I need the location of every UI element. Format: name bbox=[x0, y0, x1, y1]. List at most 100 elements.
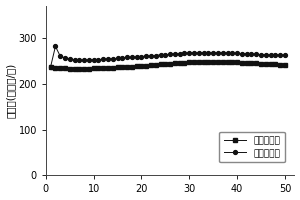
Legend: 放电比容量, 充电比容量: 放电比容量, 充电比容量 bbox=[219, 132, 285, 162]
充电比容量 bbox=[254, 53, 258, 55]
充电比容量 bbox=[226, 52, 229, 54]
放电比容量 bbox=[197, 61, 201, 64]
充电比容量 bbox=[264, 53, 268, 56]
充电比容量 bbox=[221, 52, 224, 54]
放电比容量 bbox=[82, 68, 86, 70]
充电比容量 bbox=[92, 59, 95, 61]
充电比容量 bbox=[259, 53, 263, 56]
充电比容量 bbox=[192, 52, 196, 54]
充电比容量 bbox=[130, 56, 134, 59]
充电比容量 bbox=[216, 52, 220, 54]
充电比容量 bbox=[173, 53, 177, 55]
充电比容量 bbox=[63, 57, 67, 59]
放电比容量 bbox=[145, 64, 148, 67]
充电比容量 bbox=[245, 53, 248, 55]
放电比容量 bbox=[183, 62, 186, 64]
充电比容量 bbox=[140, 55, 143, 58]
充电比容量 bbox=[159, 53, 162, 56]
充电比容量 bbox=[168, 53, 172, 55]
充电比容量 bbox=[135, 56, 139, 58]
充电比容量 bbox=[240, 53, 244, 55]
充电比容量 bbox=[58, 55, 62, 57]
放电比容量 bbox=[235, 61, 239, 64]
Line: 放电比容量: 放电比容量 bbox=[49, 60, 287, 71]
放电比容量 bbox=[250, 62, 253, 65]
充电比容量 bbox=[149, 55, 153, 57]
放电比容量 bbox=[116, 66, 119, 68]
放电比容量 bbox=[111, 66, 115, 69]
放电比容量 bbox=[192, 61, 196, 64]
放电比容量 bbox=[125, 65, 129, 68]
放电比容量 bbox=[87, 68, 91, 70]
放电比容量 bbox=[159, 63, 162, 66]
放电比容量 bbox=[54, 67, 57, 69]
放电比容量 bbox=[274, 63, 277, 66]
充电比容量 bbox=[68, 58, 72, 60]
充电比容量 bbox=[283, 54, 287, 56]
充电比容量 bbox=[73, 59, 76, 61]
充电比容量 bbox=[82, 59, 86, 61]
放电比容量 bbox=[207, 61, 210, 63]
放电比容量 bbox=[130, 65, 134, 68]
充电比容量 bbox=[125, 56, 129, 59]
充电比容量 bbox=[54, 45, 57, 48]
充电比容量 bbox=[235, 52, 239, 55]
放电比容量 bbox=[58, 67, 62, 69]
放电比容量 bbox=[254, 62, 258, 65]
充电比容量 bbox=[164, 53, 167, 56]
Y-axis label: 比容量(毫安时/克): 比容量(毫安时/克) bbox=[6, 63, 16, 118]
放电比容量 bbox=[226, 61, 229, 63]
放电比容量 bbox=[269, 63, 272, 66]
充电比容量 bbox=[121, 57, 124, 59]
充电比容量 bbox=[250, 53, 253, 55]
放电比容量 bbox=[240, 62, 244, 64]
放电比容量 bbox=[101, 67, 105, 69]
放电比容量 bbox=[188, 61, 191, 64]
充电比容量 bbox=[188, 52, 191, 54]
充电比容量 bbox=[111, 58, 115, 60]
放电比容量 bbox=[245, 62, 248, 64]
充电比容量 bbox=[178, 53, 181, 55]
放电比容量 bbox=[140, 64, 143, 67]
充电比容量 bbox=[269, 54, 272, 56]
放电比容量 bbox=[221, 61, 224, 63]
充电比容量 bbox=[145, 55, 148, 57]
放电比容量 bbox=[173, 62, 177, 65]
充电比容量 bbox=[154, 54, 158, 57]
放电比容量 bbox=[92, 67, 95, 70]
充电比容量 bbox=[183, 52, 186, 55]
放电比容量 bbox=[97, 67, 100, 70]
放电比容量 bbox=[168, 63, 172, 65]
充电比容量 bbox=[212, 52, 215, 54]
放电比容量 bbox=[264, 63, 268, 65]
放电比容量 bbox=[278, 64, 282, 66]
放电比容量 bbox=[212, 61, 215, 63]
放电比容量 bbox=[164, 63, 167, 66]
放电比容量 bbox=[283, 64, 287, 66]
放电比容量 bbox=[106, 66, 110, 69]
充电比容量 bbox=[97, 59, 100, 61]
放电比容量 bbox=[63, 67, 67, 70]
充电比容量 bbox=[207, 52, 210, 54]
放电比容量 bbox=[202, 61, 206, 63]
放电比容量 bbox=[73, 68, 76, 70]
放电比容量 bbox=[178, 62, 181, 65]
充电比容量 bbox=[101, 58, 105, 60]
放电比容量 bbox=[77, 68, 81, 71]
充电比容量 bbox=[197, 52, 201, 54]
充电比容量 bbox=[106, 58, 110, 60]
充电比容量 bbox=[274, 53, 277, 56]
充电比容量 bbox=[49, 65, 52, 68]
放电比容量 bbox=[135, 65, 139, 67]
放电比容量 bbox=[259, 63, 263, 65]
充电比容量 bbox=[230, 52, 234, 55]
充电比容量 bbox=[202, 52, 206, 54]
放电比容量 bbox=[216, 61, 220, 63]
充电比容量 bbox=[278, 54, 282, 56]
充电比容量 bbox=[77, 59, 81, 61]
放电比容量 bbox=[49, 66, 52, 68]
放电比容量 bbox=[68, 68, 72, 70]
充电比容量 bbox=[87, 59, 91, 61]
充电比容量 bbox=[116, 57, 119, 60]
Line: 充电比容量: 充电比容量 bbox=[49, 44, 287, 69]
